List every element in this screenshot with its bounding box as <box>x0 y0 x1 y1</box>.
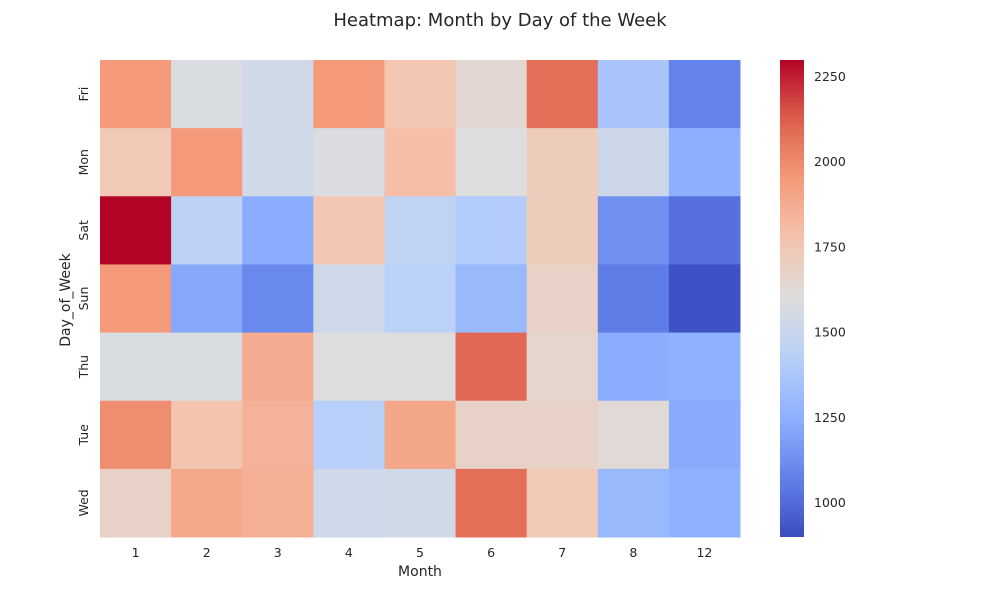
heatmap-cell-sat-2 <box>171 196 243 265</box>
heatmap-cell-fri-8 <box>597 60 670 129</box>
heatmap-cell-wed-6 <box>455 468 528 538</box>
heatmap-cell-sat-7 <box>526 196 599 265</box>
heatmap-cell-wed-3 <box>242 468 314 538</box>
heatmap-cell-tue-3 <box>242 400 314 470</box>
heatmap-cell-thu-5 <box>384 332 457 402</box>
heatmap-cell-sat-6 <box>455 196 528 265</box>
x-tick-label: 7 <box>558 545 566 560</box>
y-tick-label: Sat <box>76 220 91 241</box>
colorbar-tick-label: 2000 <box>814 154 846 169</box>
heatmap-cell-thu-3 <box>242 332 314 402</box>
heatmap-cell-tue-4 <box>313 400 385 470</box>
heatmap-cell-tue-1 <box>100 400 172 470</box>
heatmap-cell-thu-4 <box>313 332 385 402</box>
x-tick-label: 2 <box>203 545 211 560</box>
y-tick-label: Fri <box>76 87 91 102</box>
y-tick-label: Thu <box>76 355 91 379</box>
heatmap-cell-tue-5 <box>384 400 457 470</box>
heatmap-cell-thu-2 <box>171 332 243 402</box>
heatmap-cell-fri-5 <box>384 60 457 129</box>
y-tick-label: Mon <box>76 149 91 175</box>
heatmap-cell-tue-6 <box>455 400 528 470</box>
heatmap-cell-fri-1 <box>100 60 172 129</box>
heatmap-cell-mon-7 <box>526 128 599 197</box>
heatmap-cell-fri-3 <box>242 60 314 129</box>
heatmap-cell-sun-6 <box>455 264 528 334</box>
heatmap-cell-sat-5 <box>384 196 457 265</box>
x-tick-label: 4 <box>345 545 353 560</box>
heatmap-cell-sat-4 <box>313 196 385 265</box>
heatmap-cell-fri-12 <box>668 60 741 129</box>
x-tick-label: 3 <box>274 545 282 560</box>
heatmap-cell-mon-4 <box>313 128 385 197</box>
x-tick-labels: 1 2 3 4 5 6 7 8 12 <box>132 545 713 560</box>
heatmap-cell-mon-8 <box>597 128 670 197</box>
heatmap-cell-sun-1 <box>100 264 172 334</box>
heatmap-cell-sun-12 <box>668 264 741 334</box>
heatmap-cell-tue-7 <box>526 400 599 470</box>
colorbar <box>780 60 804 537</box>
heatmap-cell-sun-3 <box>242 264 314 334</box>
heatmap-cell-sun-7 <box>526 264 599 334</box>
colorbar-tick-label: 1250 <box>814 410 846 425</box>
heatmap-cell-sat-1 <box>100 196 172 265</box>
heatmap-cell-mon-6 <box>455 128 528 197</box>
heatmap-cell-thu-6 <box>455 332 528 402</box>
colorbar-tick-label: 1750 <box>814 239 846 254</box>
heatmap-cell-sun-5 <box>384 264 457 334</box>
x-axis-label: Month <box>398 564 442 580</box>
x-tick-label: 6 <box>487 545 495 560</box>
y-tick-label: Sun <box>76 287 91 311</box>
heatmap-cell-tue-8 <box>597 400 670 470</box>
colorbar-tick-label: 1500 <box>814 325 846 340</box>
y-tick-label: Wed <box>76 489 91 516</box>
heatmap-cell-sun-8 <box>597 264 670 334</box>
heatmap-cell-thu-8 <box>597 332 670 402</box>
colorbar-tick-label: 1000 <box>814 495 846 510</box>
colorbar-tick-label: 2250 <box>814 69 846 84</box>
colorbar-ticks: 1000 1250 1500 1750 2000 2250 <box>814 69 846 510</box>
heatmap-cell-mon-2 <box>171 128 243 197</box>
x-tick-label: 1 <box>132 545 140 560</box>
heatmap-cell-mon-3 <box>242 128 314 197</box>
heatmap-cells <box>100 60 741 538</box>
heatmap-cell-fri-6 <box>455 60 528 129</box>
heatmap-cell-tue-12 <box>668 400 741 470</box>
heatmap-cell-wed-12 <box>668 468 741 538</box>
heatmap-cell-fri-4 <box>313 60 385 129</box>
y-tick-labels: Fri Mon Sat Sun Thu Tue Wed <box>76 87 91 517</box>
heatmap-cell-wed-2 <box>171 468 243 538</box>
heatmap-cell-thu-1 <box>100 332 172 402</box>
heatmap-cell-mon-1 <box>100 128 172 197</box>
heatmap-cell-fri-7 <box>526 60 599 129</box>
heatmap-cell-wed-4 <box>313 468 385 538</box>
heatmap-cell-sat-12 <box>668 196 741 265</box>
heatmap-cell-thu-7 <box>526 332 599 402</box>
x-tick-label: 12 <box>696 545 712 560</box>
y-axis-label: Day_of_Week <box>58 252 74 346</box>
y-tick-label: Tue <box>76 424 91 447</box>
x-tick-label: 8 <box>629 545 637 560</box>
heatmap-cell-wed-1 <box>100 468 172 538</box>
chart-title: Heatmap: Month by Day of the Week <box>333 10 667 31</box>
heatmap-cell-tue-2 <box>171 400 243 470</box>
heatmap-cell-mon-12 <box>668 128 741 197</box>
heatmap-cell-mon-5 <box>384 128 457 197</box>
heatmap-cell-sun-4 <box>313 264 385 334</box>
heatmap-cell-sat-3 <box>242 196 314 265</box>
heatmap-cell-fri-2 <box>171 60 243 129</box>
heatmap-cell-thu-12 <box>668 332 741 402</box>
heatmap-cell-wed-5 <box>384 468 457 538</box>
heatmap-cell-sun-2 <box>171 264 243 334</box>
heatmap-cell-wed-8 <box>597 468 670 538</box>
heatmap-cell-sat-8 <box>597 196 670 265</box>
heatmap-cell-wed-7 <box>526 468 599 538</box>
x-tick-label: 5 <box>416 545 424 560</box>
